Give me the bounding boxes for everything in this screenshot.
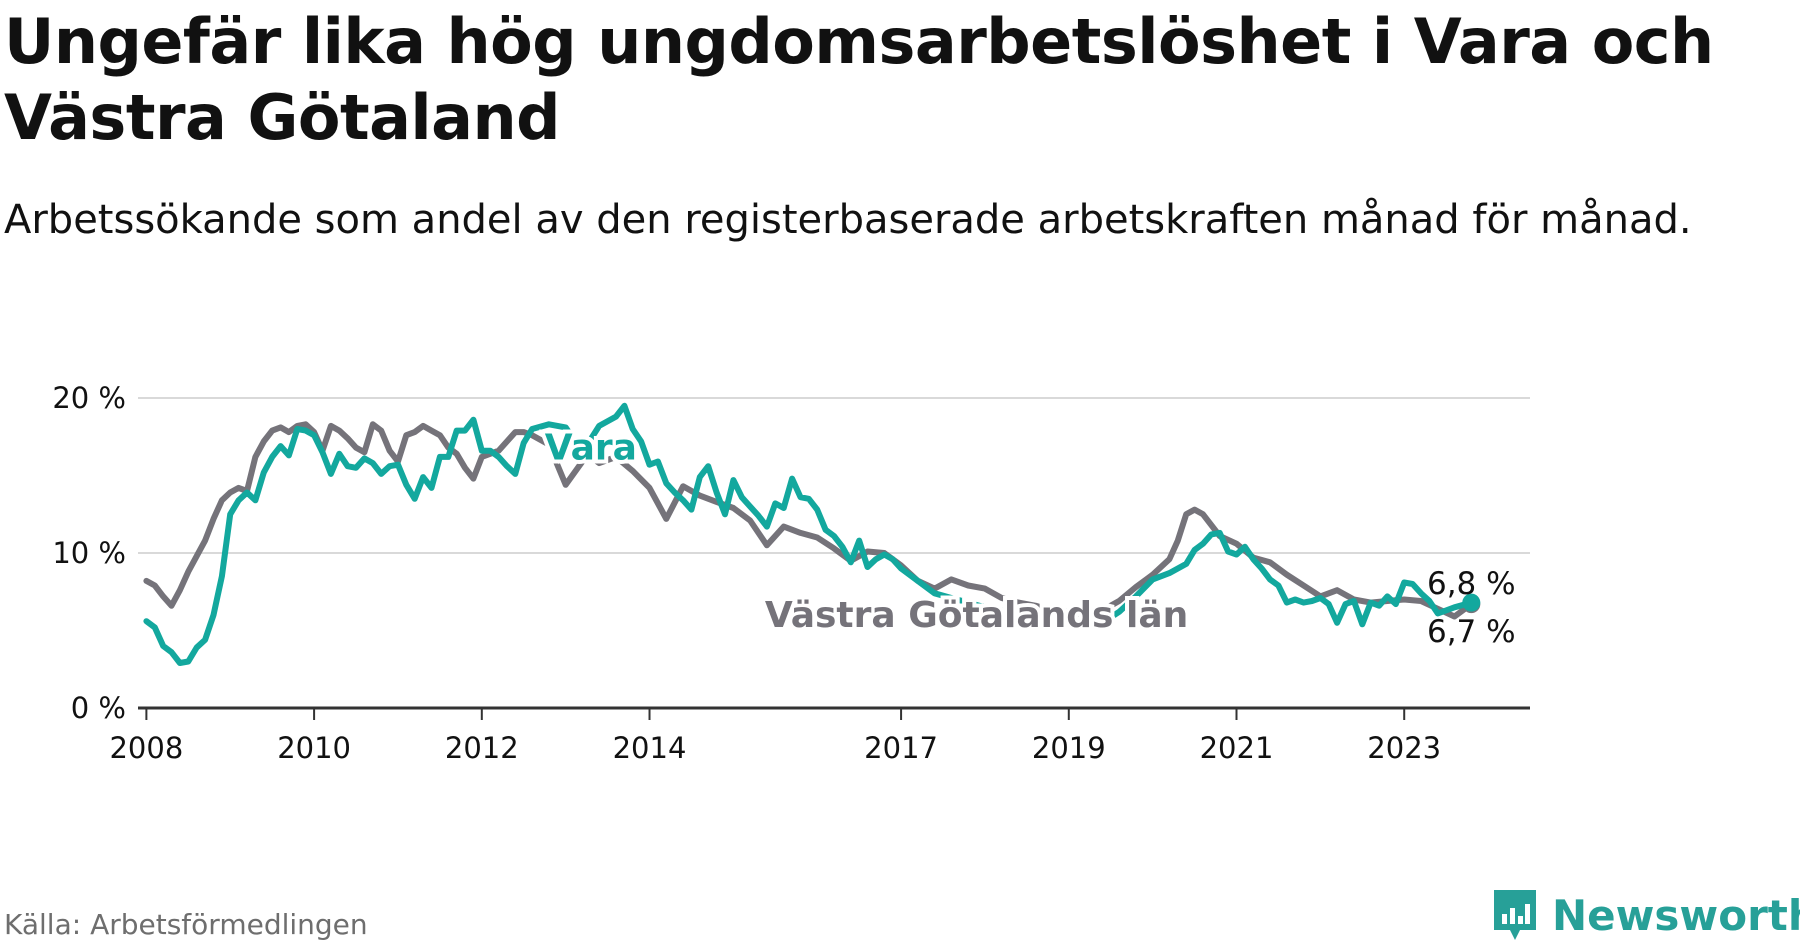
chart-title: Ungefär lika hög ungdomsarbetslöshet i V… (4, 5, 1714, 154)
y-tick-label: 10 % (52, 536, 126, 570)
newsworthy-logo-icon (1494, 890, 1536, 940)
source-note: Källa: Arbetsförmedlingen (4, 908, 368, 941)
x-tick-label: 2008 (109, 731, 183, 765)
brand-name: Newsworthy (1552, 890, 1800, 940)
series-lines (143, 402, 1481, 666)
end-value-label-vara: 6,8 % (1427, 566, 1516, 602)
series-line-vara (143, 402, 1475, 666)
grid-lines (138, 397, 1530, 554)
line-chart: 0 % 10 % 20 % 2008 2010 2012 2014 2017 2019 2021… (52, 381, 1530, 765)
x-tick-label: 2021 (1200, 731, 1274, 765)
y-tick-label: 20 % (52, 381, 126, 415)
x-tick-label: 2012 (445, 731, 519, 765)
end-value-label-vastra-gotaland: 6,7 % (1427, 614, 1516, 650)
end-point-marker (1462, 593, 1481, 612)
x-tick-label: 2019 (1032, 731, 1106, 765)
y-axis: 0 % 10 % 20 % (52, 381, 126, 725)
x-axis: 2008 2010 2012 2014 2017 2019 2021 2023 (109, 706, 1530, 765)
series-label-vara: Vara (545, 428, 637, 469)
series-labels: Västra Götalands län Vara 6,8 % 6,7 % (541, 424, 1516, 650)
chart-subtitle: Arbetssökande som andel av den registerb… (4, 197, 1692, 243)
x-tick-label: 2010 (277, 731, 351, 765)
x-tick-label: 2023 (1367, 731, 1441, 765)
series-line-vastra-gotaland (143, 421, 1475, 620)
series-label-vastra-gotaland: Västra Götalands län (765, 595, 1188, 636)
brand-logo[interactable]: Newsworthy (1490, 886, 1800, 944)
y-tick-label: 0 % (71, 691, 126, 725)
x-tick-label: 2017 (864, 731, 938, 765)
x-tick-label: 2014 (613, 731, 687, 765)
